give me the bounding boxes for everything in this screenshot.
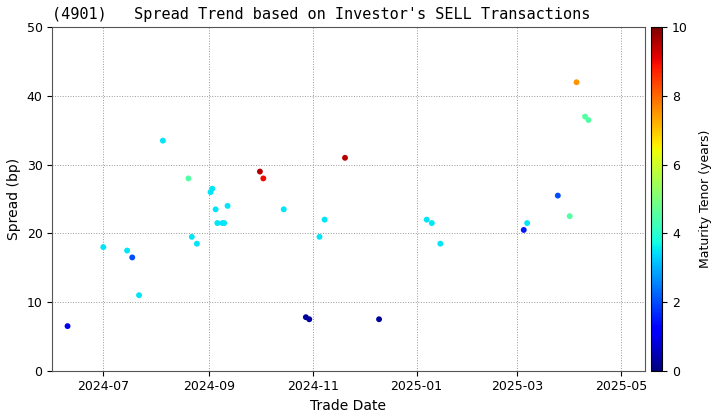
Point [435, 240, 446, 247]
Point [222, 202, 233, 209]
Point [319, 216, 330, 223]
X-axis label: Trade Date: Trade Date [310, 399, 387, 413]
Point [210, 206, 222, 213]
Point [521, 220, 533, 226]
Point [97, 244, 109, 250]
Point [218, 220, 230, 226]
Point [518, 226, 529, 233]
Point [373, 316, 384, 323]
Point [314, 234, 325, 240]
Point [580, 113, 591, 120]
Text: (4901)   Spread Trend based on Investor's SELL Transactions: (4901) Spread Trend based on Investor's … [53, 7, 590, 22]
Point [212, 220, 223, 226]
Point [186, 234, 197, 240]
Point [62, 323, 73, 329]
Point [426, 220, 438, 226]
Point [564, 213, 575, 220]
Point [304, 316, 315, 323]
Point [421, 216, 433, 223]
Point [157, 137, 168, 144]
Point [339, 155, 351, 161]
Point [258, 175, 269, 182]
Point [552, 192, 564, 199]
Y-axis label: Spread (bp): Spread (bp) [7, 158, 21, 240]
Point [254, 168, 266, 175]
Point [183, 175, 194, 182]
Point [122, 247, 133, 254]
Point [204, 189, 216, 196]
Point [571, 79, 582, 86]
Point [191, 240, 202, 247]
Point [133, 292, 145, 299]
Point [127, 254, 138, 261]
Point [300, 314, 312, 320]
Point [217, 220, 228, 226]
Point [582, 117, 594, 123]
Point [207, 185, 218, 192]
Point [278, 206, 289, 213]
Y-axis label: Maturity Tenor (years): Maturity Tenor (years) [699, 130, 712, 268]
